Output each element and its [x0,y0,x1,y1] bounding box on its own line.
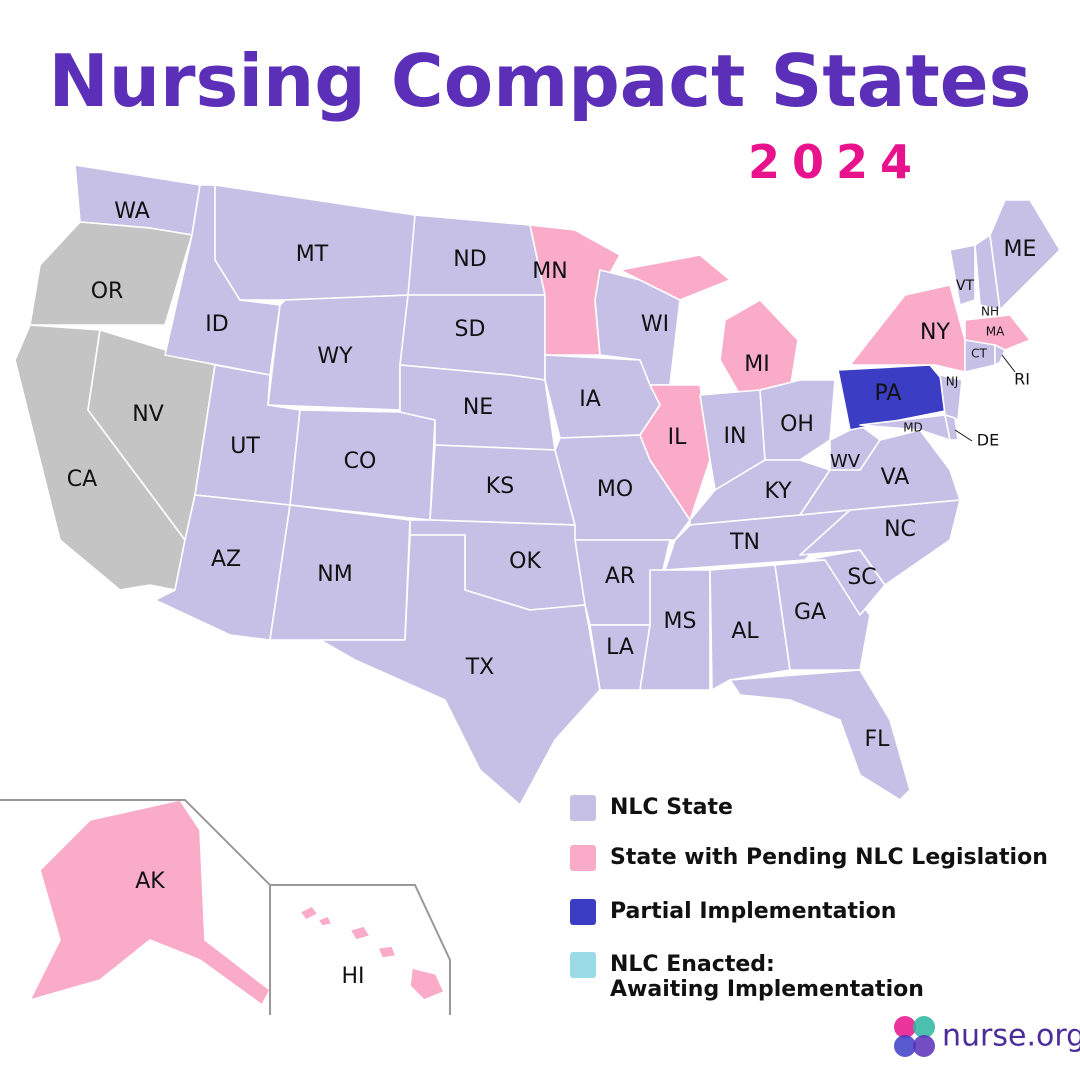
state-label: NM [317,562,352,587]
state-label: UT [230,434,260,459]
state-shape [289,409,436,521]
state-shape [949,244,976,306]
state-label: KY [764,479,792,504]
state-shape [964,314,1031,351]
state-label: OH [780,412,814,437]
state-label: CA [67,467,97,492]
state-shape [29,799,271,1006]
logo-dot [913,1016,935,1038]
state-shape [989,199,1061,311]
state-label: FL [865,727,891,752]
state-label: OK [509,549,541,574]
leader-line [1001,354,1016,373]
state-label: MS [664,609,697,634]
state-label: NJ [946,375,959,389]
legend-label: NLC Enacted: Awaiting Implementation [610,952,924,1002]
state-label: MO [597,477,633,502]
state-label: NH [981,305,999,319]
state-label: LA [606,635,634,660]
state-label: MT [296,242,329,267]
state-label: KS [486,474,514,499]
states-layer: WA OR CA NV ID MT WY UT CO AZ NM ND SD NE KS OK TX MN IA MO… [14,164,1061,1006]
state-label: ND [453,247,486,272]
state-label: TX [465,655,495,680]
state-label: WY [317,344,353,369]
legend-label: State with Pending NLC Legislation [610,845,1048,870]
state-label: CT [971,347,987,361]
legend-label-line: Awaiting Implementation [610,977,924,1002]
state-shape [944,414,959,441]
legend-swatch [570,952,596,978]
state-label: MD [903,421,923,435]
state-label: NY [920,320,950,345]
state-label: VT [956,278,975,294]
state-label: NC [884,517,916,542]
state-label: HI [341,964,364,989]
state-shape [939,374,963,421]
state-label: MN [532,259,567,284]
state-shape [319,534,601,806]
brand-logo: nurse.org [894,1016,1080,1057]
state-label: NV [132,402,164,427]
state-label: ID [205,312,228,337]
state-label: TN [729,530,760,555]
state-label: ME [1004,237,1037,262]
legend-swatch [570,845,596,871]
state-label: IL [668,425,687,450]
state-label: OR [91,279,124,304]
state-label: IN [724,424,747,449]
state-label: IA [579,387,601,412]
inset-border [0,799,271,1015]
state-label: AZ [211,547,241,572]
brand-name: nurse.org [942,1019,1080,1054]
state-label: WV [830,451,861,472]
state-label: MI [744,352,769,377]
legend-swatch [570,899,596,925]
legend-label: NLC State [610,795,733,820]
state-shape [994,344,1006,366]
legend: NLC State State with Pending NLC Legislat… [570,795,1048,1002]
logo-dot [894,1016,916,1038]
state-shape [709,564,791,691]
state-label: WA [114,199,150,224]
title: Nursing Compact States [48,39,1031,123]
state-shape [729,669,911,801]
state-label: AR [605,564,635,589]
legend-swatch [570,795,596,821]
state-label: AK [135,869,165,894]
leader-line [954,429,973,442]
state-label: RI [1014,370,1030,389]
state-label: SD [455,317,486,342]
state-label: VA [881,465,910,490]
logo-dot [894,1035,916,1057]
state-label: AL [731,619,759,644]
state-label: SC [847,565,876,590]
legend-label: Partial Implementation [610,899,896,924]
state-label: PA [875,381,902,406]
year: 2024 [748,135,924,189]
state-label: CO [344,449,377,474]
state-label: MA [986,325,1005,339]
state-shape [299,905,445,1001]
state-shape [799,429,961,516]
inset-border [270,884,451,1015]
logo-dot [913,1035,935,1057]
state-shape [804,549,886,616]
legend-label-line: NLC Enacted: [610,952,775,977]
state-label: DE [977,431,999,450]
state-label: NE [463,395,493,420]
state-shape [29,221,193,326]
state-label: WI [641,312,669,337]
state-label: GA [794,600,826,625]
